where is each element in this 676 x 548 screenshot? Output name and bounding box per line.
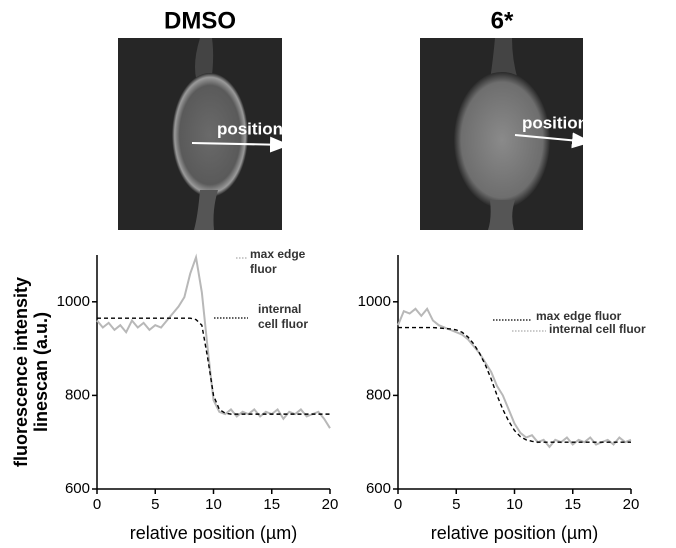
y-tick-label: 1000 [358, 293, 391, 310]
micrograph [118, 38, 290, 230]
x-tick-label: 0 [394, 496, 402, 513]
series-line [398, 326, 631, 443]
series-line [397, 307, 632, 449]
image-label: position [522, 113, 588, 132]
annotation: fluor [250, 262, 277, 276]
panel-title: 6* [491, 7, 514, 34]
series-line [97, 317, 330, 415]
chart: 6* position 600 800 1000 0 5 10 15 20 relative pos… [358, 7, 646, 542]
annotation: max edge fluor [536, 309, 622, 323]
annotation: internal [258, 302, 301, 316]
x-tick-label: 15 [564, 496, 581, 513]
image-label: position [217, 119, 283, 138]
x-tick-label: 0 [93, 496, 101, 513]
panel-title: DMSO [164, 7, 236, 34]
y-tick-label: 600 [366, 480, 391, 497]
y-tick-label: 1000 [57, 293, 90, 310]
y-tick-label: 600 [65, 480, 90, 497]
series-line [96, 253, 331, 429]
x-tick-label: 5 [452, 496, 460, 513]
annotation: max edge [250, 247, 306, 261]
y-tick-label: 800 [65, 386, 90, 403]
annotation: cell fluor [258, 317, 308, 331]
x-axis-label: relative position (µm) [130, 523, 297, 543]
micrograph [420, 38, 592, 230]
x-tick-label: 15 [263, 496, 280, 513]
x-tick-label: 10 [506, 496, 523, 513]
x-tick-label: 5 [151, 496, 159, 513]
y-axis-label: linescan (a.u.) [31, 312, 51, 432]
chart: DMSO position 600 800 1000 0 5 10 15 20 relative p… [11, 7, 339, 542]
x-tick-label: 20 [322, 496, 339, 513]
x-tick-label: 10 [205, 496, 222, 513]
x-tick-label: 20 [623, 496, 640, 513]
y-axis-label: fluorescence intensity [11, 277, 31, 467]
y-tick-label: 800 [366, 386, 391, 403]
x-axis-label: relative position (µm) [431, 523, 598, 543]
annotation: internal cell fluor [549, 322, 646, 336]
